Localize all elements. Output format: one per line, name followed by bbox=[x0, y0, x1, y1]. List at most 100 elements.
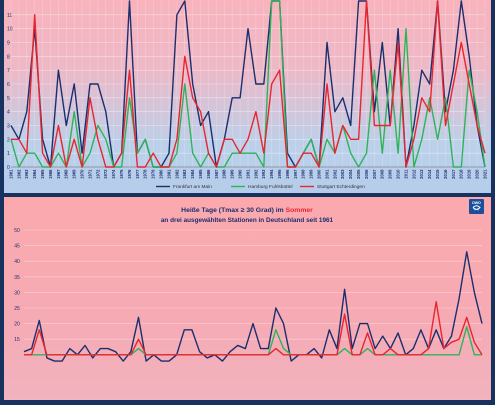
x-tick-label: 1993 bbox=[261, 169, 266, 179]
x-tick-label: 2019 bbox=[467, 169, 472, 179]
dwd-logo-swirl bbox=[472, 205, 481, 211]
y-tick-label: 30 bbox=[14, 290, 20, 296]
x-tick-label: 1999 bbox=[309, 169, 314, 179]
x-tick-label: 1975 bbox=[119, 169, 124, 179]
y-tick-label: 1 bbox=[7, 151, 10, 157]
series-line-hamburg-fuhlsbuttel bbox=[24, 326, 482, 356]
x-tick-label: 1996 bbox=[285, 169, 290, 179]
bottom-chart-panel: Heiße Tage (Tmax ≥ 30 Grad) im Sommer an … bbox=[4, 197, 491, 400]
y-tick-label: 25 bbox=[14, 306, 20, 312]
y-tick-label: 45 bbox=[14, 244, 20, 250]
y-tick-label: 10 bbox=[7, 27, 13, 33]
x-tick-label: 1966 bbox=[48, 169, 53, 179]
x-tick-label: 1973 bbox=[103, 169, 108, 179]
y-tick-label: 3 bbox=[7, 124, 10, 130]
x-tick-label: 2004 bbox=[348, 169, 353, 179]
x-tick-label: 2017 bbox=[451, 169, 456, 179]
series-line-hamburg-fuhlsbuttel bbox=[10, 0, 486, 168]
x-tick-label: 2020 bbox=[475, 169, 480, 179]
x-tick-label: 2011 bbox=[403, 169, 408, 179]
x-tick-label: 2000 bbox=[317, 169, 322, 179]
x-tick-label: 1972 bbox=[95, 169, 100, 179]
x-tick-label: 1976 bbox=[127, 169, 132, 179]
top-chart-panel: 0 1 2 3 4 5 6 7 8 9 10 11 1961 1962 1963 1964 1965 1966 19… bbox=[4, 0, 491, 193]
x-tick-label: 1970 bbox=[79, 169, 84, 179]
x-tick-label: 1990 bbox=[238, 169, 243, 179]
series-line-stuttgart-echterdingen bbox=[24, 301, 483, 356]
x-tick-label: 1988 bbox=[222, 169, 227, 179]
x-tick-label: 2010 bbox=[396, 169, 401, 179]
x-tick-label: 1983 bbox=[182, 169, 187, 179]
x-tick-label: 2002 bbox=[332, 169, 337, 179]
x-tick-label: 1963 bbox=[24, 169, 29, 179]
x-tick-label: 2014 bbox=[427, 169, 432, 179]
x-tick-label: 2007 bbox=[372, 169, 377, 179]
x-tick-label: 1961 bbox=[8, 169, 13, 179]
x-tick-label: 1986 bbox=[206, 169, 211, 179]
x-tick-label: 1962 bbox=[16, 169, 21, 179]
x-tick-label: 2001 bbox=[324, 169, 329, 179]
x-tick-label: 1971 bbox=[87, 169, 92, 179]
x-tick-label: 1998 bbox=[301, 169, 306, 179]
chart-title-highlight: Sommer bbox=[286, 207, 314, 214]
x-tick-label: 2009 bbox=[388, 169, 393, 179]
legend-label-frankfurt-am-main: Frankfurt am Main bbox=[173, 184, 212, 190]
legend-label-hamburg-fuhlsbuttel: Hamburg Fuhlsbüttel bbox=[248, 184, 293, 190]
y-tick-label: 5 bbox=[7, 96, 10, 102]
chart-title-prefix: Heiße Tage (Tmax ≥ 30 Grad) im bbox=[181, 207, 285, 214]
x-tick-label: 1969 bbox=[72, 169, 77, 179]
x-tick-label: 1991 bbox=[245, 169, 250, 179]
y-tick-label: 11 bbox=[7, 13, 12, 19]
y-tick-label: 40 bbox=[14, 259, 20, 265]
x-tick-label: 1977 bbox=[135, 169, 140, 179]
x-tick-label: 1979 bbox=[151, 169, 156, 179]
x-tick-label: 1997 bbox=[293, 169, 298, 179]
x-tick-label: 1981 bbox=[166, 169, 171, 179]
y-tick-label: 50 bbox=[14, 228, 20, 234]
x-tick-label: 1992 bbox=[253, 169, 258, 179]
x-tick-label: 1984 bbox=[190, 169, 195, 179]
x-tick-label: 1978 bbox=[143, 169, 148, 179]
x-tick-label: 1985 bbox=[198, 169, 203, 179]
chart-subtitle: an drei ausgewählten Stationen in Deutsc… bbox=[161, 217, 334, 224]
x-tick-label: 2012 bbox=[411, 169, 416, 179]
x-tick-label: 1965 bbox=[40, 169, 45, 179]
bottom-chart-svg: Heiße Tage (Tmax ≥ 30 Grad) im Sommer an … bbox=[14, 199, 484, 362]
x-tick-label: 1982 bbox=[174, 169, 179, 179]
y-tick-label: 4 bbox=[7, 110, 10, 116]
y-tick-label: 0 bbox=[7, 165, 10, 171]
y-tick-label: 15 bbox=[14, 337, 20, 343]
x-tick-label: 1987 bbox=[214, 169, 219, 179]
legend-label-stuttgart-echterdingen: Stuttgart Echterdingen bbox=[317, 184, 365, 190]
x-tick-label: 2003 bbox=[340, 169, 345, 179]
x-tick-label: 1968 bbox=[64, 169, 69, 179]
x-tick-label: 2013 bbox=[419, 169, 424, 179]
y-tick-label: 9 bbox=[7, 41, 10, 47]
y-tick-label: 8 bbox=[7, 54, 10, 60]
x-tick-label: 1967 bbox=[56, 169, 61, 179]
dwd-logo-text: DWD bbox=[472, 201, 481, 205]
y-tick-label: 2 bbox=[7, 137, 10, 143]
x-tick-label: 2021 bbox=[482, 169, 487, 179]
chart-title: Heiße Tage (Tmax ≥ 30 Grad) im Sommer bbox=[181, 207, 313, 214]
series-line-frankfurt-am-main bbox=[23, 251, 483, 362]
x-tick-label: 2008 bbox=[380, 169, 385, 179]
x-tick-label: 2015 bbox=[435, 169, 440, 179]
y-tick-label: 35 bbox=[14, 275, 20, 281]
x-tick-label: 2018 bbox=[459, 169, 464, 179]
x-tick-label: 1980 bbox=[159, 169, 164, 179]
x-tick-label: 2016 bbox=[443, 169, 448, 179]
dwd-logo-box bbox=[469, 199, 484, 214]
x-tick-label: 2005 bbox=[356, 169, 361, 179]
y-tick-label: 7 bbox=[7, 68, 10, 74]
x-tick-label: 1964 bbox=[32, 169, 37, 179]
y-tick-label: 20 bbox=[14, 322, 20, 328]
x-tick-label: 1974 bbox=[111, 169, 116, 179]
series-line-stuttgart-echterdingen bbox=[11, 0, 486, 168]
x-tick-label: 2006 bbox=[364, 169, 369, 179]
x-tick-label: 1989 bbox=[230, 169, 235, 179]
y-tick-label: 6 bbox=[7, 82, 10, 88]
dwd-logo: DWD bbox=[469, 199, 484, 214]
